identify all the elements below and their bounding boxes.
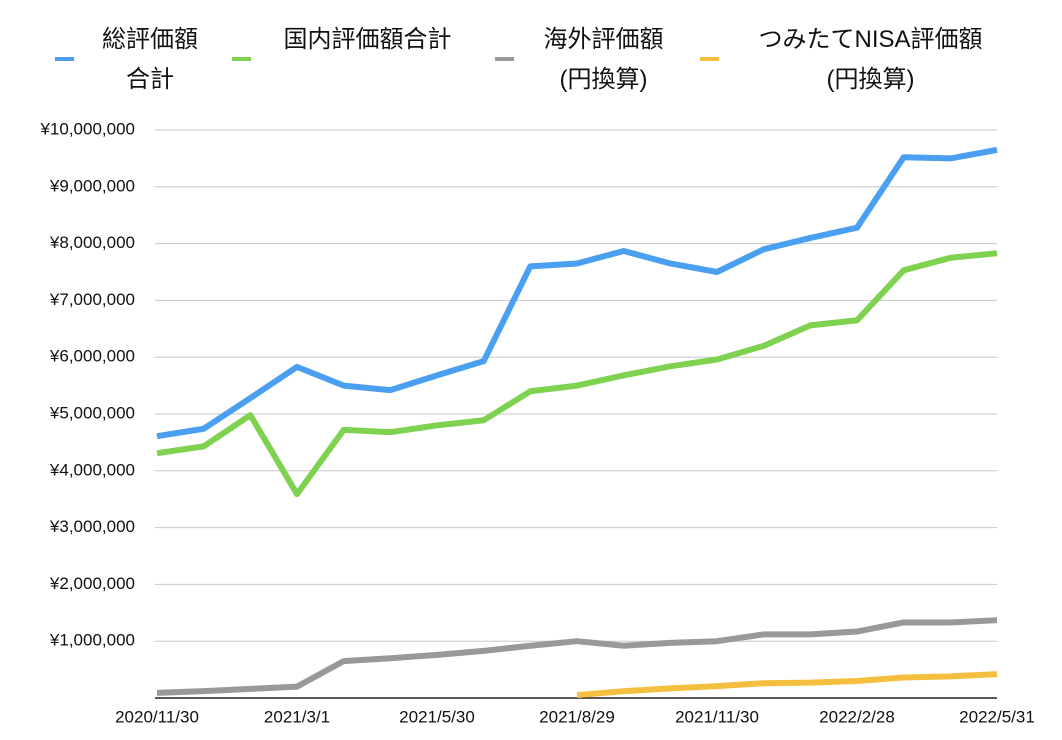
x-tick-label: 2021/11/30 [675,707,759,726]
legend-label: つみたてNISA評価額 (円換算) [758,26,983,93]
y-tick-label: ¥5,000,000 [49,403,135,422]
y-tick-label: ¥1,000,000 [49,631,135,650]
series-line [156,250,998,498]
legend-marker [55,57,74,61]
legend-marker [495,57,514,61]
y-tick-label: ¥6,000,000 [49,347,135,366]
series-line [156,146,998,440]
x-tick-label: 2021/5/30 [399,707,475,726]
legend-label: 海外評価額 (円換算) [543,26,664,93]
y-tick-label: ¥3,000,000 [49,517,135,536]
y-tick-label: ¥7,000,000 [49,290,135,309]
y-tick-label: ¥4,000,000 [49,460,135,479]
y-tick-label: ¥8,000,000 [49,233,135,252]
x-tick-label: 2021/8/29 [539,707,615,726]
legend-label: 国内評価額合計 [283,26,452,53]
y-tick-label: ¥9,000,000 [49,176,135,195]
x-tick-label: 2022/5/31 [959,707,1035,726]
y-tick-label: ¥10,000,000 [39,119,135,138]
legend-marker [232,57,251,61]
legend-marker [700,57,719,61]
x-tick-label: 2022/2/28 [819,707,895,726]
series-line [156,617,998,696]
legend-label: 総評価額 合計 [102,26,198,93]
x-tick-label: 2020/11/30 [115,707,199,726]
series-line [576,671,998,699]
x-tick-label: 2021/3/1 [264,707,330,726]
y-tick-label: ¥2,000,000 [49,574,135,593]
